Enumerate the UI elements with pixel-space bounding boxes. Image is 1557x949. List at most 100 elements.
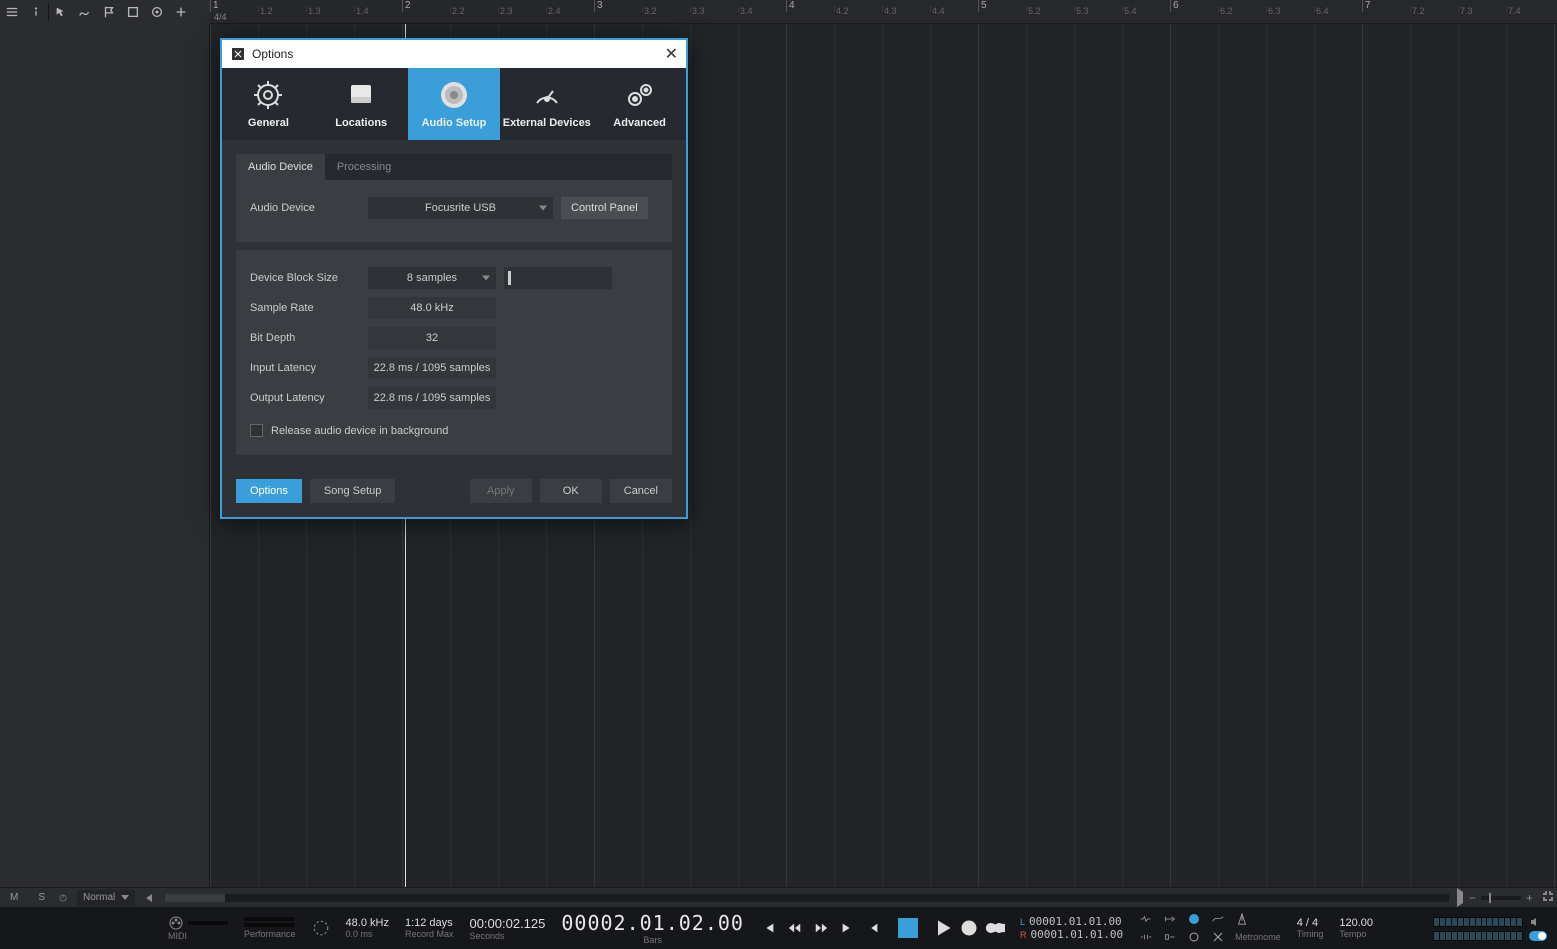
zoom-plus-button[interactable]: + <box>1526 891 1533 905</box>
ruler-beat-label: 2.2 <box>450 6 465 12</box>
replace-icon[interactable] <box>1163 930 1177 944</box>
mute-button[interactable]: M <box>0 889 28 907</box>
click-active-icon[interactable] <box>1187 912 1201 926</box>
tab-external-devices[interactable]: External Devices <box>500 68 593 140</box>
tab-audio-setup[interactable]: Audio Setup <box>408 68 501 140</box>
control-panel-button[interactable]: Control Panel <box>561 197 648 219</box>
ruler-beat-label: 2.4 <box>546 6 561 12</box>
bit-depth-value: 32 <box>426 332 438 344</box>
zoom-fit-button[interactable] <box>1543 891 1553 904</box>
autopunch-icon[interactable] <box>1139 912 1153 926</box>
metronome-icon[interactable] <box>1235 912 1249 926</box>
dialog-body: Audio Device Processing Audio Device Foc… <box>222 140 686 469</box>
monitor-toggle[interactable] <box>1529 931 1547 941</box>
close-button[interactable]: ✕ <box>665 44 678 64</box>
flag-tool-icon[interactable] <box>97 0 121 24</box>
tab-advanced[interactable]: Advanced <box>593 68 686 140</box>
cancel-button[interactable]: Cancel <box>610 479 672 503</box>
tab-general[interactable]: General <box>222 68 315 140</box>
tool-list-icon[interactable] <box>0 0 24 24</box>
output-latency-field: 22.8 ms / 1095 samples <box>368 387 496 409</box>
barline <box>786 24 787 887</box>
solo-button[interactable]: S <box>28 889 55 907</box>
ruler-beat-label: 1.4 <box>354 6 369 12</box>
barline <box>1218 24 1219 887</box>
go-to-start-button[interactable] <box>758 917 780 939</box>
master-meter <box>1433 917 1523 927</box>
record-max-section: 1:12 days Record Max <box>397 907 462 949</box>
barline <box>738 24 739 887</box>
zoom-in-button[interactable] <box>1457 892 1463 903</box>
h-scrollbar[interactable] <box>165 893 1449 903</box>
timeline-ruler[interactable]: 11.21.31.422.22.32.433.23.33.444.24.34.4… <box>210 0 1557 24</box>
ok-button[interactable]: OK <box>540 479 602 503</box>
input-latency-label: Input Latency <box>250 362 368 374</box>
seconds-section[interactable]: 00:00:02.125 Seconds <box>461 907 553 949</box>
ruler-bar-label: 1 <box>210 0 219 12</box>
midi-activity-section: MIDI <box>160 907 236 949</box>
preroll-icon[interactable] <box>1163 912 1177 926</box>
followsong-icon[interactable] <box>1211 930 1225 944</box>
power-icon[interactable] <box>55 893 71 903</box>
subtab-processing[interactable]: Processing <box>325 154 403 180</box>
barline <box>1362 24 1363 887</box>
tool-info-icon[interactable] <box>24 0 48 24</box>
ruler-beat-label: 5.3 <box>1074 6 1089 12</box>
song-setup-button[interactable]: Song Setup <box>310 479 396 503</box>
barline <box>210 24 211 887</box>
automation-mode-label: Normal <box>83 892 115 903</box>
zoom-slider[interactable] <box>1481 896 1521 900</box>
return-to-zero-button[interactable] <box>862 917 884 939</box>
h-scroll-thumb[interactable] <box>165 894 225 902</box>
barline <box>1554 24 1555 887</box>
play-button[interactable] <box>932 917 954 939</box>
zoom-minus-button[interactable]: − <box>1469 891 1476 905</box>
ruler-beat-label: 4.4 <box>930 6 945 12</box>
record-button[interactable] <box>958 917 980 939</box>
square-tool-icon[interactable] <box>121 0 145 24</box>
forward-button[interactable] <box>810 917 832 939</box>
barline <box>882 24 883 887</box>
block-size-slider[interactable] <box>504 267 612 289</box>
release-bg-checkbox[interactable] <box>250 424 263 437</box>
metronome-label: Metronome <box>1235 932 1281 942</box>
scroll-left-button[interactable] <box>141 894 157 902</box>
audio-device-label: Audio Device <box>250 202 368 214</box>
precount-bars-icon[interactable] <box>1187 930 1201 944</box>
go-to-end-button[interactable] <box>836 917 858 939</box>
dialog-titlebar[interactable]: Options ✕ <box>222 40 686 68</box>
dialog-title: Options <box>252 47 293 61</box>
precount-icon[interactable] <box>1211 912 1225 926</box>
apply-button[interactable]: Apply <box>470 479 532 503</box>
options-button[interactable]: Options <box>236 479 302 503</box>
master-meter-section <box>1425 907 1557 949</box>
block-size-label: Device Block Size <box>250 272 368 284</box>
master-meter-2 <box>1433 931 1523 941</box>
options-dialog: Options ✕ General Locations Audio Setup … <box>220 38 688 519</box>
category-tabs: General Locations Audio Setup External D… <box>222 68 686 140</box>
timesig-section[interactable]: 4 / 4 Timing <box>1289 907 1332 949</box>
zoom-controls: − + <box>1457 891 1553 905</box>
subtab-audio-device[interactable]: Audio Device <box>236 154 325 180</box>
rewind-button[interactable] <box>784 917 806 939</box>
target-tool-icon[interactable] <box>145 0 169 24</box>
speaker-icon[interactable] <box>1529 916 1541 928</box>
add-tool-icon[interactable] <box>169 0 193 24</box>
draw-tool-icon[interactable] <box>73 0 97 24</box>
tab-locations[interactable]: Locations <box>315 68 408 140</box>
audio-device-dropdown[interactable]: Focusrite USB <box>368 197 553 219</box>
automation-mode-dropdown[interactable]: Normal <box>77 890 135 906</box>
barline <box>1314 24 1315 887</box>
chevron-down-icon <box>482 276 490 281</box>
arrow-tool-icon[interactable] <box>49 0 73 24</box>
loop-points-section[interactable]: L 00001.01.01.00 R 00001.01.01.00 <box>1012 907 1131 949</box>
stop-button[interactable] <box>898 918 918 938</box>
barline <box>978 24 979 887</box>
ruler-beat-label: 4.3 <box>882 6 897 12</box>
bottom-strip: M S Normal − + <box>0 887 1557 907</box>
snap-icon[interactable] <box>1139 930 1153 944</box>
block-size-dropdown[interactable]: 8 samples <box>368 267 496 289</box>
loop-button[interactable] <box>984 917 1006 939</box>
bars-section[interactable]: 00002.01.02.00 Bars <box>553 907 752 949</box>
tempo-section[interactable]: 120.00 Tempo <box>1331 907 1381 949</box>
